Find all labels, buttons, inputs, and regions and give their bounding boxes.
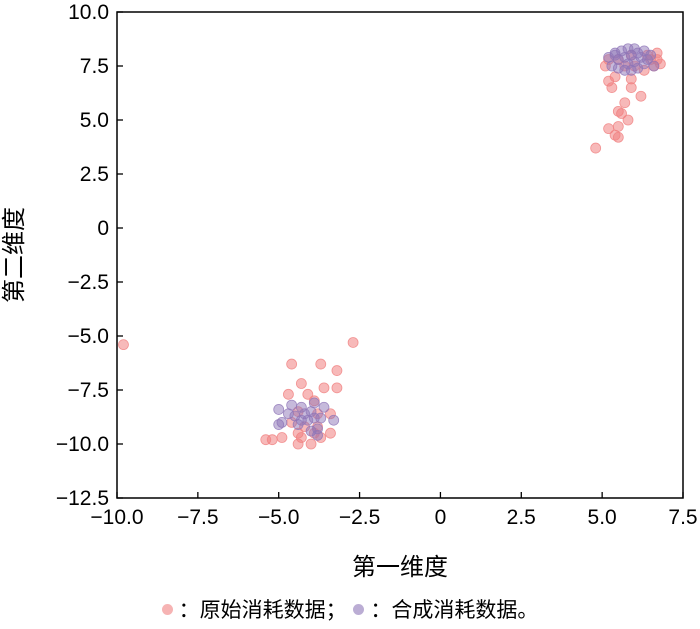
- original-data-point: [286, 358, 298, 370]
- original-data-point: [118, 339, 129, 351]
- y-tick-label: −5.0: [68, 325, 109, 348]
- original-data-point: [302, 388, 314, 400]
- synthetic-data-point: [625, 64, 637, 76]
- original-data-point: [331, 365, 343, 376]
- original-data-point: [347, 337, 359, 348]
- original-data-point: [283, 388, 294, 400]
- synthetic-data-point: [315, 412, 327, 424]
- legend-item-original: ：原始消耗数据；: [161, 594, 347, 624]
- original-data-point: [325, 427, 336, 439]
- original-data-point: [266, 434, 278, 446]
- synthetic-data-point: [308, 397, 320, 409]
- original-data-point: [292, 438, 304, 450]
- legend-item-synthetic: ：合成消耗数据。: [353, 594, 538, 624]
- original-data-point: [635, 90, 647, 102]
- synthetic-data-point: [312, 429, 323, 441]
- original-data-point: [318, 382, 330, 394]
- legend-label-synthetic: ：合成消耗数据。: [370, 598, 539, 622]
- legend-label-original: ：原始消耗数据；: [178, 598, 347, 622]
- original-data-point: [612, 131, 624, 143]
- ticks-layer: −10.0 −7.5 −5.0 −2.5 0 2.5 5.0 7.5 10.0 7.5 5.0 2.5…: [56, 1, 698, 529]
- original-data-point: [315, 358, 327, 370]
- original-data-point: [295, 378, 307, 389]
- original-data-point: [331, 382, 343, 394]
- points-layer: [118, 43, 666, 450]
- synthetic-data-point: [273, 404, 285, 415]
- original-data-point: [612, 105, 624, 117]
- legend-marker-original: [161, 603, 173, 615]
- original-data-point: [276, 432, 288, 443]
- legend: ：原始消耗数据； ：合成消耗数据。: [0, 594, 700, 624]
- y-tick-label: −12.5: [56, 487, 109, 510]
- y-tick-label: −7.5: [68, 379, 109, 402]
- synthetic-data-point: [609, 47, 621, 59]
- y-tick-label: 10.0: [68, 1, 109, 24]
- synthetic-data-point: [286, 399, 298, 411]
- y-tick-label: 2.5: [80, 163, 109, 186]
- original-data-point: [305, 438, 317, 450]
- x-tick-label: −2.5: [339, 506, 380, 529]
- synthetic-data-point: [273, 419, 285, 430]
- original-data-point: [619, 97, 631, 109]
- y-tick-label: 0: [97, 217, 109, 240]
- x-tick-label: −7.5: [177, 506, 218, 529]
- x-tick-label: −10.0: [90, 506, 143, 529]
- y-tick-label: 5.0: [80, 109, 109, 132]
- original-data-point: [612, 121, 624, 132]
- original-data-point: [590, 142, 602, 154]
- synthetic-data-point: [328, 414, 340, 426]
- x-tick-label: −5.0: [258, 506, 299, 529]
- original-data-point: [622, 114, 634, 126]
- synthetic-data-point: [318, 401, 330, 413]
- y-tick-label: −10.0: [56, 433, 109, 456]
- x-tick-label: 0: [435, 506, 447, 529]
- plot-frame: [116, 11, 684, 499]
- legend-marker-synthetic: [353, 603, 365, 615]
- x-tick-label: 2.5: [507, 506, 536, 529]
- y-tick-label: −2.5: [68, 271, 109, 294]
- synthetic-data-point: [648, 60, 660, 72]
- x-tick-label: 5.0: [588, 506, 617, 529]
- x-tick-label: 7.5: [668, 506, 697, 529]
- synthetic-data-point: [645, 49, 657, 61]
- synthetic-data-point: [292, 419, 304, 430]
- x-axis-title: 第一维度: [352, 553, 448, 581]
- y-tick-label: 7.5: [80, 55, 109, 78]
- y-axis-title: 第二维度: [0, 207, 28, 303]
